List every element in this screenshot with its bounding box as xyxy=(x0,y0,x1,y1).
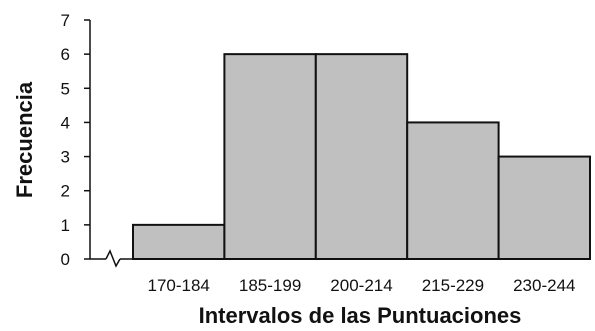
x-axis: 170-184 185-199 200-214 215-229 230-244 xyxy=(90,249,590,295)
axis-break-mark xyxy=(105,249,121,268)
y-tick-label: 3 xyxy=(61,148,70,167)
bar-200-214 xyxy=(314,53,409,261)
x-tick-label: 185-199 xyxy=(239,276,301,295)
x-axis-title: Intervalos de las Puntuaciones xyxy=(199,303,522,328)
y-axis-title: Frecuencia xyxy=(12,81,37,198)
x-tick-label: 170-184 xyxy=(148,276,210,295)
y-axis: 0 1 2 3 4 5 6 7 xyxy=(61,11,91,269)
bar-215-229 xyxy=(406,121,500,260)
y-tick-label: 7 xyxy=(61,11,70,30)
bar-185-199 xyxy=(223,53,317,261)
bar-230-244 xyxy=(497,155,592,260)
bar-170-184 xyxy=(132,223,226,261)
y-tick-label: 0 xyxy=(61,250,70,269)
x-tick-label: 230-244 xyxy=(513,276,575,295)
y-tick-label: 2 xyxy=(61,182,70,201)
bars-group xyxy=(132,53,592,261)
y-tick-label: 1 xyxy=(61,216,70,235)
y-tick-label: 5 xyxy=(61,79,70,98)
x-tick-label: 215-229 xyxy=(422,276,484,295)
x-tick-label: 200-214 xyxy=(330,276,392,295)
y-tick-label: 4 xyxy=(61,113,70,132)
y-tick-label: 6 xyxy=(61,45,70,64)
